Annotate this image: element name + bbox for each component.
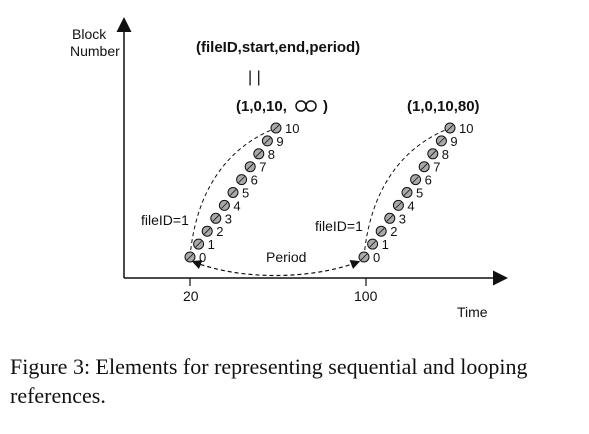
reference2-envelope-left <box>363 127 451 258</box>
reference2-block-label-1: 1 <box>382 237 389 252</box>
reference2-block-label-8: 8 <box>442 147 449 162</box>
reference1-block-label-9: 9 <box>276 134 283 149</box>
reference1-block-hatch-2 <box>203 227 211 235</box>
reference2-tuple: (1,0,10,80) <box>407 98 480 115</box>
reference1-block-hatch-4 <box>221 202 228 209</box>
period-arrow <box>191 260 361 277</box>
y-axis-label-line2: Number <box>70 43 120 59</box>
reference1-block-label-7: 7 <box>259 160 266 175</box>
reference1-block-label-8: 8 <box>268 147 275 162</box>
reference2-block-hatch-5 <box>403 189 411 196</box>
infinity-icon <box>295 100 317 112</box>
figure-caption: Figure 3: Elements for representing sequ… <box>10 354 528 408</box>
tuple-separator: | | <box>248 69 261 86</box>
reference2-block-label-7: 7 <box>433 160 440 175</box>
reference2-block-label-6: 6 <box>425 173 432 188</box>
reference2-block-label-2: 2 <box>390 224 397 239</box>
reference1-file-label: fileID=1 <box>141 212 189 228</box>
reference1-block-hatch-0 <box>186 253 194 261</box>
tuple-format-label: (fileID,start,end,period) <box>196 39 360 56</box>
reference2-block-hatch-4 <box>395 202 402 209</box>
reference1-block-label-6: 6 <box>251 173 258 188</box>
tick-label-100: 100 <box>354 288 378 304</box>
reference1-block-hatch-5 <box>229 189 237 196</box>
reference2-block-hatch-1 <box>369 240 376 248</box>
reference2-file-label: fileID=1 <box>315 218 363 234</box>
reference2-block-label-5: 5 <box>416 186 423 201</box>
reference1-envelope-left <box>189 127 277 258</box>
reference1-block-label-2: 2 <box>216 224 223 239</box>
reference1-block-hatch-9 <box>264 137 271 145</box>
reference1-block-label-10: 10 <box>285 121 299 136</box>
reference1-block-hatch-10 <box>272 124 280 132</box>
reference1-block-hatch-8 <box>255 150 263 158</box>
reference2-block-hatch-8 <box>429 150 437 158</box>
reference2-block-hatch-0 <box>360 253 368 261</box>
tick-label-20: 20 <box>183 288 199 304</box>
reference1-block-hatch-7 <box>246 163 254 170</box>
reference1-block-label-1: 1 <box>208 237 215 252</box>
reference1-block-hatch-6 <box>238 176 245 183</box>
reference2-block-hatch-3 <box>386 215 394 222</box>
reference1-block-label-3: 3 <box>225 211 232 226</box>
reference1-block-label-0: 0 <box>199 250 206 265</box>
reference2-block-hatch-10 <box>446 124 454 132</box>
reference1-block-hatch-3 <box>212 215 220 222</box>
period-label: Period <box>266 249 306 265</box>
reference2-block-label-3: 3 <box>399 211 406 226</box>
reference1-block-label-4: 4 <box>233 198 240 213</box>
reference1-tuple-end: ) <box>323 98 328 115</box>
reference2-block-hatch-9 <box>438 137 445 145</box>
reference1-block-hatch-1 <box>195 240 202 248</box>
reference2-block-hatch-6 <box>412 176 419 183</box>
y-axis-label-line1: Block <box>72 26 107 42</box>
x-axis-label: Time <box>457 304 488 320</box>
reference2-block-label-0: 0 <box>373 250 380 265</box>
reference2-block-hatch-2 <box>377 227 385 235</box>
reference2-block-label-4: 4 <box>407 198 414 213</box>
reference2-block-label-9: 9 <box>450 134 457 149</box>
reference1-tuple: (1,0,10, <box>236 98 287 115</box>
reference-diagram: Block Number Time 20 100 (fileID,start,e… <box>70 17 508 320</box>
reference2-block-hatch-7 <box>420 163 428 170</box>
reference1-block-label-5: 5 <box>242 186 249 201</box>
reference2-block-label-10: 10 <box>459 121 473 136</box>
